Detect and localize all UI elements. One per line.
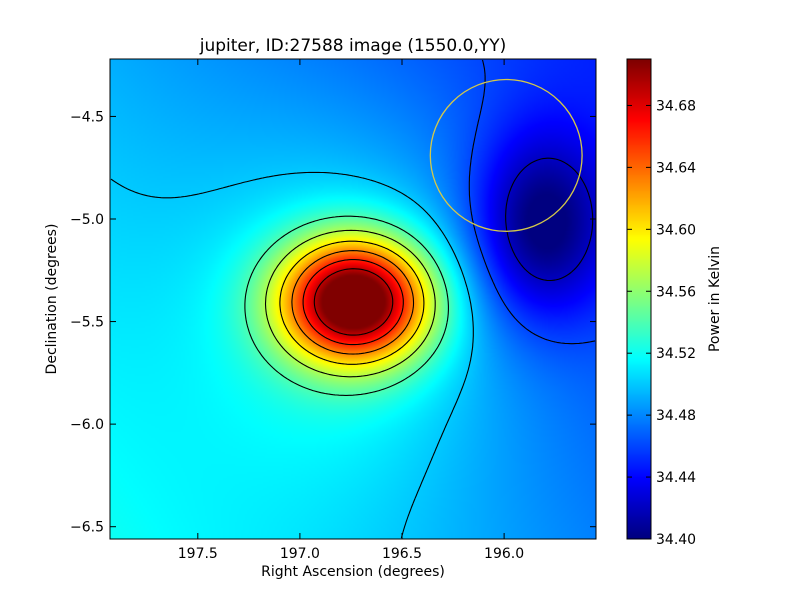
colorbar-tick-label: 34.40 (656, 532, 696, 548)
x-tick-label: 197.5 (178, 546, 218, 562)
contour-line-3 (110, 171, 474, 539)
contour-line-7 (291, 250, 415, 355)
colorbar-frame (626, 58, 652, 540)
x-tick-label: 196.5 (382, 546, 422, 562)
colorbar-gradient (627, 59, 651, 539)
colorbar-tick-label: 34.44 (656, 470, 696, 486)
y-axis-ticks: −4.5 −5.0 −5.5 −6.0 −6.5 (70, 109, 596, 536)
y-axis-label: Declination (degrees) (44, 224, 60, 375)
marker-circle (429, 78, 583, 232)
x-axis-label: Right Ascension (degrees) (261, 564, 445, 580)
contour-line-8 (302, 259, 404, 346)
y-tick-label: −4.5 (70, 109, 104, 125)
colorbar-tick-label: 34.56 (656, 284, 696, 300)
y-tick-label: −6.5 (70, 520, 104, 536)
contour-line-5 (264, 229, 436, 378)
colorbar-label: Power in Kelvin (707, 246, 723, 352)
plot-frame (109, 58, 597, 540)
y-tick-label: −5.5 (70, 315, 104, 331)
contour-line-2 (468, 59, 596, 345)
x-tick-label: 197.0 (280, 546, 320, 562)
x-tick-label: 196.0 (484, 546, 524, 562)
contour-line-4 (244, 215, 449, 396)
colorbar-tick-label: 34.48 (656, 408, 696, 424)
heatmap-plot: 197.5 197.0 196.5 196.0 −4.5 −5.0 −5.5 −6.0 −6.… (70, 58, 597, 562)
colorbar-tick-label: 34.68 (656, 98, 696, 114)
colorbar-tick-label: 34.52 (656, 346, 696, 362)
chart-title: jupiter, ID:27588 image (1550.0,YY) (199, 36, 507, 56)
contour-line-9 (313, 268, 394, 336)
contour-lines (110, 59, 596, 539)
colorbar: 34.40 34.44 34.48 34.52 34.56 34.60 34.64 34.68… (626, 58, 723, 548)
heatmap-image (110, 59, 596, 539)
y-tick-label: −5.0 (70, 212, 104, 228)
y-tick-label: −6.0 (70, 417, 104, 433)
colorbar-tick-label: 34.60 (656, 222, 696, 238)
colorbar-tick-label: 34.64 (656, 160, 696, 176)
x-axis-ticks: 197.5 197.0 196.5 196.0 (178, 59, 524, 562)
colorbar-ticks: 34.40 34.44 34.48 34.52 34.56 34.60 34.64 34.68 (627, 98, 696, 548)
contour-line-6 (279, 240, 425, 365)
